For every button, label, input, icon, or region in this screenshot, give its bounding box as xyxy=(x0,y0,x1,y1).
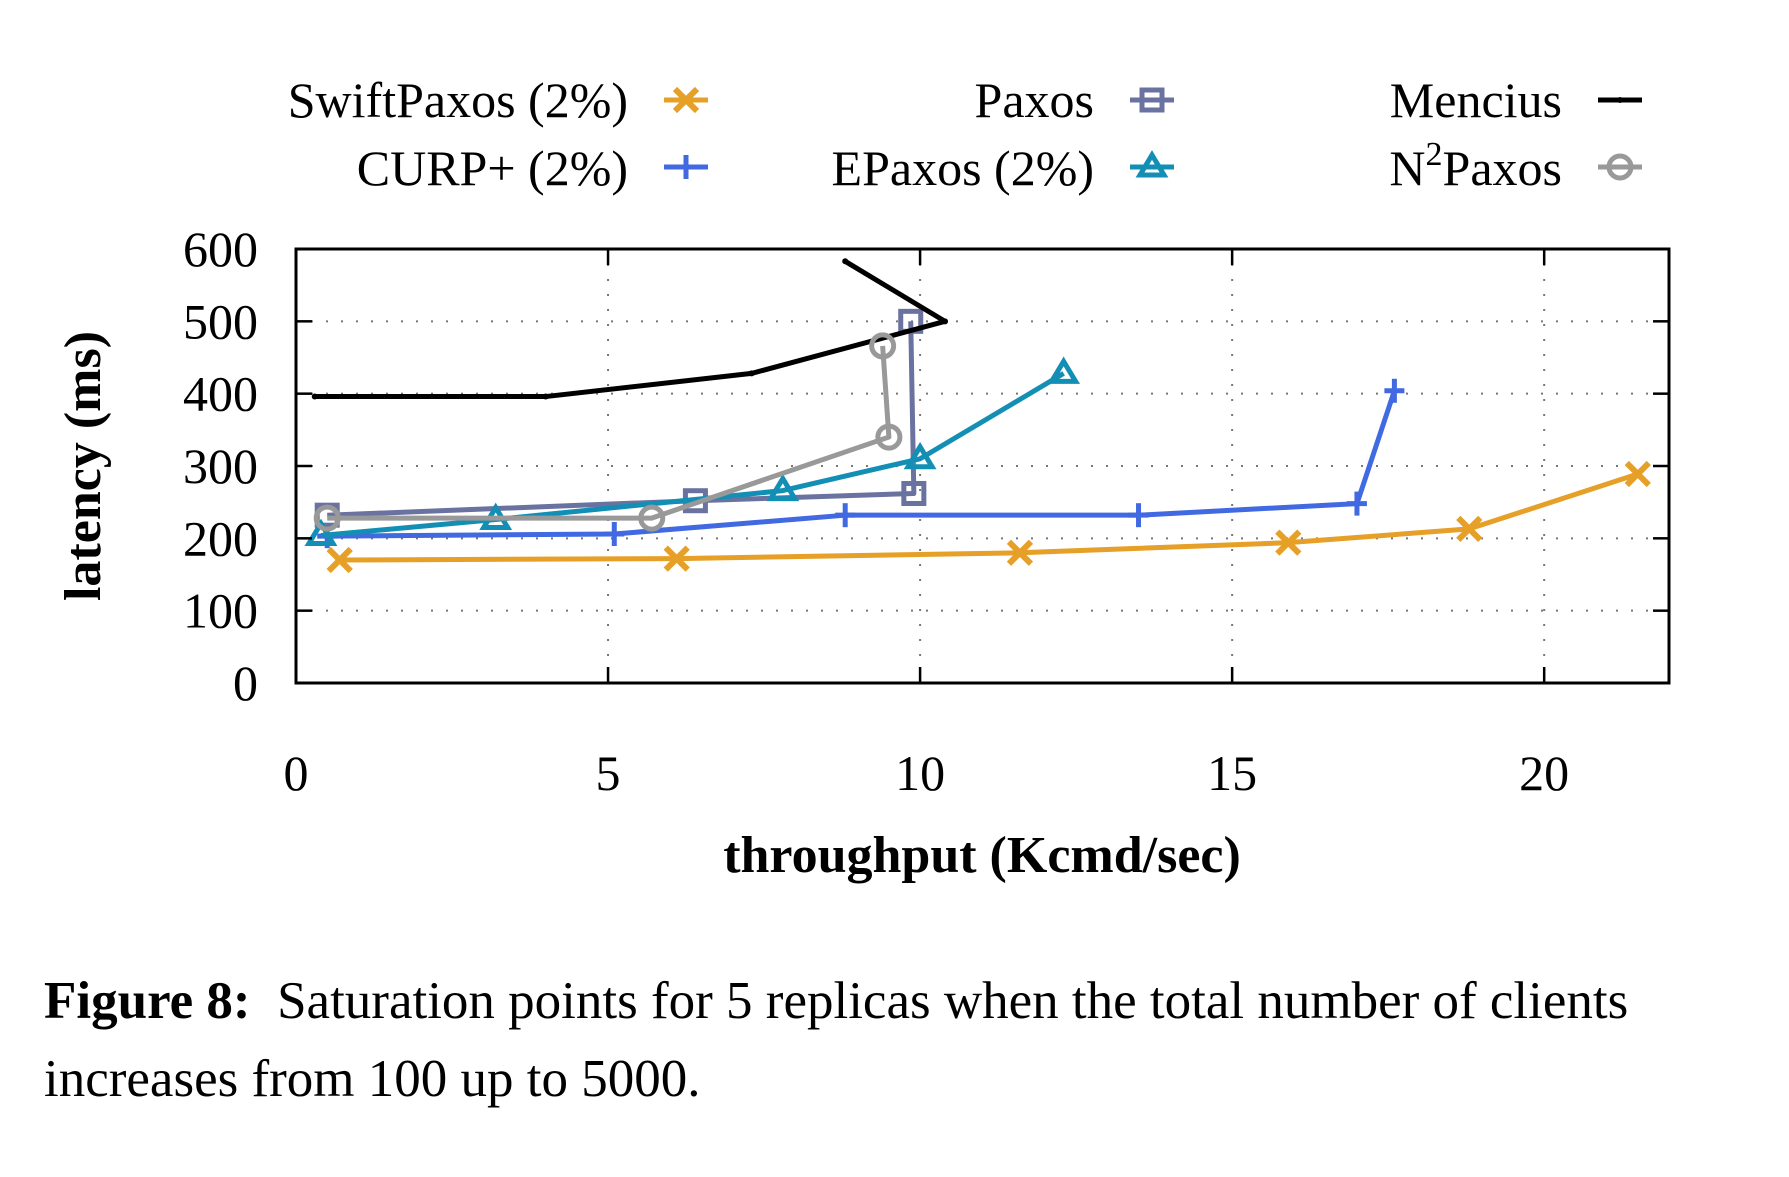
legend-marker-mencius xyxy=(1598,97,1642,103)
data-point-paxos xyxy=(901,480,927,506)
data-point-n2paxos xyxy=(869,332,897,360)
data-point-swiftpaxos-2 xyxy=(663,545,690,572)
legend-label-mencius: Mencius xyxy=(1390,72,1562,128)
y-tick-label: 400 xyxy=(183,366,258,422)
data-point-epaxos-2 xyxy=(766,473,800,502)
legend: SwiftPaxos (2%) CURP+ (2%) Paxos EPaxos … xyxy=(288,72,1642,196)
data-point-curp-2 xyxy=(1128,503,1149,528)
data-point-epaxos-2 xyxy=(903,441,937,470)
legend-marker-n2paxos xyxy=(1598,153,1642,181)
legend-markers xyxy=(664,86,1642,181)
caption-text: Saturation points for 5 replicas when th… xyxy=(44,972,1629,1108)
series-line-epaxos-2 xyxy=(320,371,1065,538)
legend-label-epaxos: EPaxos (2%) xyxy=(832,140,1094,196)
data-point-n2paxos xyxy=(638,504,666,532)
data-point-mencius xyxy=(842,258,849,265)
data-point-mencius xyxy=(542,393,549,400)
grid xyxy=(296,249,1669,683)
series-paxos xyxy=(314,308,927,528)
axis-ticks: 0 100 200 300 400 500 600 0 5 10 15 20 xyxy=(183,221,1669,801)
y-tick-label: 0 xyxy=(233,655,258,711)
series-mencius xyxy=(311,258,949,400)
x-tick-label: 10 xyxy=(895,745,945,801)
series-line-paxos xyxy=(327,321,917,518)
series-line-mencius xyxy=(314,259,948,400)
data-point-mencius xyxy=(311,393,318,400)
y-axis-title: latency (ms) xyxy=(55,331,112,601)
series-group xyxy=(304,258,1651,574)
series-line-curp-2 xyxy=(327,389,1397,539)
legend-marker-epaxos-2 xyxy=(1130,150,1174,178)
y-tick-label: 600 xyxy=(183,221,258,277)
legend-label-paxos: Paxos xyxy=(975,72,1094,128)
plot-frame xyxy=(294,247,1671,685)
series-n2paxos xyxy=(313,332,903,532)
data-point-epaxos-2 xyxy=(1047,356,1081,384)
data-point-epaxos-2 xyxy=(304,518,338,546)
data-point-swiftpaxos-2 xyxy=(1456,515,1483,543)
data-point-swiftpaxos-2 xyxy=(1006,539,1034,566)
legend-label-swiftpaxos: SwiftPaxos (2%) xyxy=(288,72,628,128)
data-point-curp-2 xyxy=(1346,491,1367,516)
legend-marker-swiftpaxos-2 xyxy=(664,86,708,114)
y-tick-label: 300 xyxy=(183,438,258,494)
series-line-n2paxos xyxy=(327,345,892,521)
x-tick-label: 20 xyxy=(1519,745,1569,801)
figure-caption: Figure 8: Saturation points for 5 replic… xyxy=(44,962,1764,1118)
data-point-n2paxos xyxy=(313,504,341,532)
data-point-mencius xyxy=(942,318,949,325)
legend-marker-paxos xyxy=(1130,87,1174,113)
data-point-swiftpaxos-2 xyxy=(1624,460,1651,488)
x-tick-label: 0 xyxy=(284,745,309,801)
data-point-curp-2 xyxy=(835,503,856,528)
legend-label-n2paxos: N2Paxos xyxy=(1389,136,1562,196)
data-point-mencius xyxy=(748,370,755,377)
y-tick-label: 200 xyxy=(183,510,258,566)
data-point-n2paxos xyxy=(875,423,903,451)
x-axis-title: throughput (Kcmd/sec) xyxy=(723,827,1241,884)
data-point-curp-2 xyxy=(1384,378,1405,403)
legend-marker-curp-2 xyxy=(664,155,708,179)
legend-label-curp: CURP+ (2%) xyxy=(357,140,628,196)
y-tick-label: 500 xyxy=(183,293,258,349)
latency-throughput-chart: 0 100 200 300 400 500 600 0 5 10 15 20 throughput (… xyxy=(55,72,1671,884)
x-tick-label: 5 xyxy=(596,745,621,801)
data-point-swiftpaxos-2 xyxy=(326,546,353,574)
data-point-swiftpaxos-2 xyxy=(1275,529,1302,556)
x-tick-label: 15 xyxy=(1207,745,1257,801)
series-line-swiftpaxos-2 xyxy=(339,471,1639,563)
series-swiftpaxos-2 xyxy=(326,460,1651,574)
caption-figure-label: Figure 8: xyxy=(44,972,251,1030)
data-point-curp-2 xyxy=(604,521,625,546)
y-tick-label: 100 xyxy=(183,583,258,639)
